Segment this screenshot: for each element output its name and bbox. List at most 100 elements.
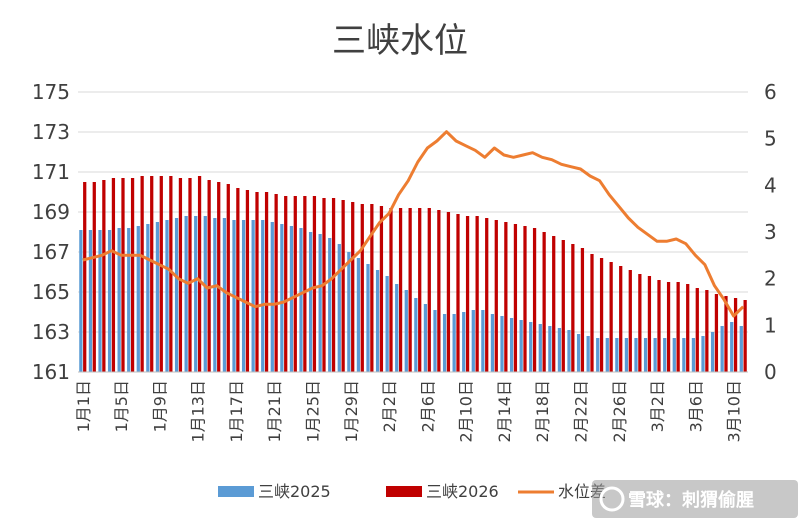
bar-2026 xyxy=(255,192,259,372)
x-tick-label: 1月9日 xyxy=(150,380,169,432)
bar-2026 xyxy=(245,190,250,372)
bar-2025 xyxy=(117,228,121,372)
bar-2025 xyxy=(576,334,581,372)
bar-2025 xyxy=(490,314,495,372)
bar-2026 xyxy=(331,198,336,372)
bar-2026 xyxy=(398,208,403,372)
bar-2026 xyxy=(169,176,173,372)
x-tick-label: 1月1日 xyxy=(74,380,93,432)
bar-2026 xyxy=(140,176,144,372)
bar-2026 xyxy=(121,178,125,372)
bar-2026 xyxy=(619,266,623,372)
y-right-tick-label: 4 xyxy=(764,173,777,197)
bar-2025 xyxy=(471,310,475,372)
bar-2026 xyxy=(226,184,230,372)
bar-2025 xyxy=(682,338,686,372)
bar-2025 xyxy=(213,218,217,372)
bar-2025 xyxy=(643,338,648,372)
x-tick-label: 1月13日 xyxy=(189,380,208,443)
bar-2026 xyxy=(485,218,489,372)
bar-2025 xyxy=(500,316,504,372)
bar-2026 xyxy=(236,188,240,372)
bar-2026 xyxy=(705,290,709,372)
bar-2026 xyxy=(178,178,183,372)
bar-2026 xyxy=(647,276,652,372)
bar-2026 xyxy=(513,224,518,372)
bar-2025 xyxy=(529,322,533,372)
bar-2026 xyxy=(666,282,671,372)
bar-2026 xyxy=(494,220,498,372)
bar-2025 xyxy=(596,338,600,372)
bar-2025 xyxy=(328,238,332,372)
bar-2026 xyxy=(523,226,527,372)
bar-2025 xyxy=(222,218,227,372)
bar-2025 xyxy=(567,330,571,372)
bar-2025 xyxy=(615,338,619,372)
y-left-tick-label: 173 xyxy=(32,120,70,144)
bar-2025 xyxy=(299,228,303,372)
bar-2025 xyxy=(605,338,609,372)
bar-2025 xyxy=(203,216,207,372)
bar-2025 xyxy=(337,244,341,372)
bar-2025 xyxy=(452,314,456,372)
bar-2026 xyxy=(446,212,451,372)
bar-2025 xyxy=(308,232,313,372)
y-right-tick-label: 6 xyxy=(764,80,777,104)
x-tick-label: 1月29日 xyxy=(342,380,361,443)
bar-2026 xyxy=(360,204,364,372)
bar-2026 xyxy=(552,236,556,372)
bar-2025 xyxy=(241,220,246,372)
x-tick-label: 2月26日 xyxy=(610,380,629,443)
bar-2026 xyxy=(312,196,317,372)
bar-2026 xyxy=(102,180,106,372)
x-tick-label: 1月21日 xyxy=(265,380,284,443)
bar-2025 xyxy=(481,310,485,372)
bar-2026 xyxy=(561,240,565,372)
bar-2025 xyxy=(194,216,198,372)
bar-2026 xyxy=(274,194,278,372)
bar-2026 xyxy=(733,298,738,372)
x-tick-label: 2月2日 xyxy=(380,380,399,432)
bar-2025 xyxy=(155,222,160,372)
legend-swatch-2025 xyxy=(218,486,254,497)
bar-2026 xyxy=(599,258,604,372)
bar-2025 xyxy=(404,290,408,372)
bar-2026 xyxy=(724,296,728,372)
bar-2026 xyxy=(197,176,202,372)
bar-2025 xyxy=(414,298,418,372)
y-left-tick-label: 175 xyxy=(32,80,70,104)
y-right-tick-label: 1 xyxy=(764,313,777,337)
chart-title: 三峡水位 xyxy=(332,21,468,61)
bar-2026 xyxy=(418,208,422,372)
bar-2026 xyxy=(217,182,221,372)
bar-2025 xyxy=(98,230,102,372)
bar-2025 xyxy=(146,224,150,372)
bar-2026 xyxy=(676,282,680,372)
bar-2025 xyxy=(462,312,466,372)
bar-2026 xyxy=(408,208,412,372)
x-tick-label: 1月5日 xyxy=(112,380,131,432)
bar-2026 xyxy=(475,216,479,372)
bar-2025 xyxy=(634,338,638,372)
x-tick-label: 2月14日 xyxy=(495,380,514,443)
bar-2026 xyxy=(743,300,747,372)
watermark-bg xyxy=(592,480,798,518)
bar-2026 xyxy=(284,196,288,372)
bar-2025 xyxy=(385,276,389,372)
bar-2026 xyxy=(83,182,87,372)
bar-2026 xyxy=(638,274,642,372)
line-series xyxy=(82,130,745,318)
bar-2026 xyxy=(465,216,470,372)
bar-2026 xyxy=(686,284,690,372)
y-axis-left: 161 163 165 167 169 171 173 175 xyxy=(32,80,70,384)
bar-2025 xyxy=(672,338,676,372)
legend-swatch-2026 xyxy=(386,486,422,497)
bar-2026 xyxy=(609,262,613,372)
x-tick-label: 2月6日 xyxy=(418,380,437,432)
y-right-tick-label: 2 xyxy=(764,267,777,291)
bar-2026 xyxy=(571,244,575,372)
bar-2026 xyxy=(351,202,355,372)
bar-2025 xyxy=(730,322,734,372)
bar-2025 xyxy=(366,264,370,372)
